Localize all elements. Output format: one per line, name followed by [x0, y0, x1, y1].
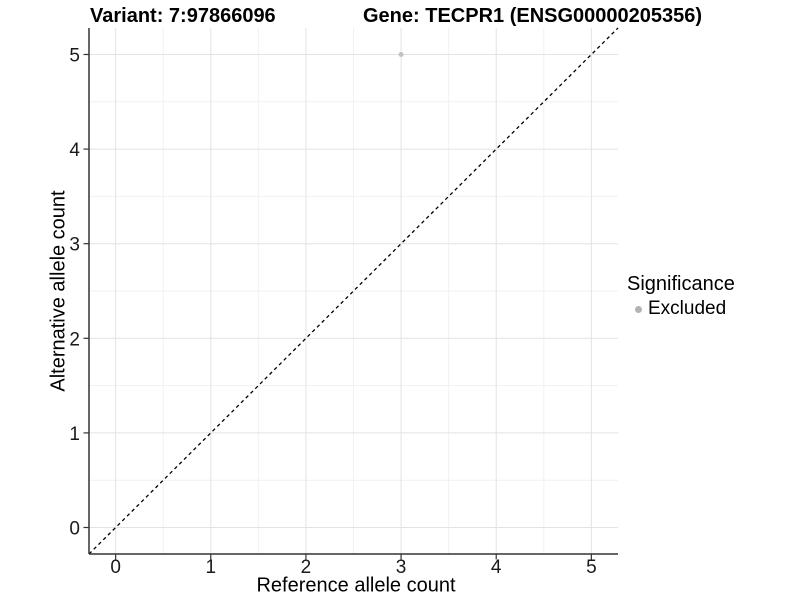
- x-tick-label: 5: [586, 557, 597, 578]
- x-tick-label: 4: [491, 557, 502, 578]
- legend-item-excluded: Excluded: [627, 298, 735, 320]
- y-axis-title: Alternative allele count: [47, 190, 70, 392]
- y-tick-label: 2: [69, 329, 80, 350]
- y-tick-label: 5: [69, 45, 80, 66]
- y-tick-label: 1: [69, 424, 80, 445]
- y-tick-label: 4: [69, 140, 80, 161]
- legend: Significance Excluded: [627, 273, 735, 320]
- legend-point-icon: [635, 305, 642, 313]
- x-tick-label: 3: [396, 557, 407, 578]
- data-point: [398, 51, 404, 57]
- legend-item-label: Excluded: [648, 298, 727, 319]
- y-tick-label: 3: [69, 235, 80, 256]
- x-axis-title: Reference allele count: [256, 574, 456, 597]
- legend-title: Significance: [627, 273, 735, 295]
- variant-title: Variant: 7:97866096: [90, 5, 276, 27]
- y-tick-label: 0: [69, 519, 80, 540]
- x-tick-label: 0: [110, 557, 121, 578]
- x-tick-label: 2: [301, 557, 312, 578]
- gene-title: Gene: TECPR1 (ENSG00000205356): [363, 5, 703, 27]
- x-tick-label: 1: [205, 557, 216, 578]
